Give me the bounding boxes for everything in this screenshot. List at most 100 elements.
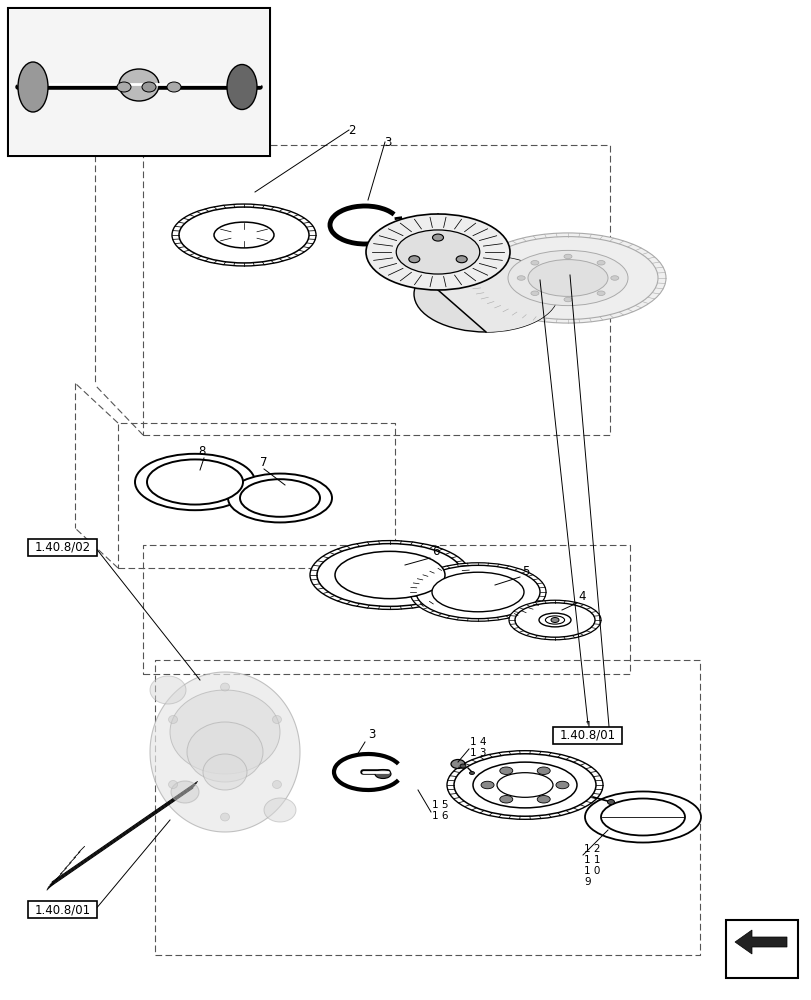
Text: 1 2: 1 2 [583,844,600,854]
Ellipse shape [610,276,618,280]
Ellipse shape [431,572,523,612]
Ellipse shape [171,781,199,803]
Ellipse shape [335,551,444,599]
Text: 3: 3 [367,728,375,741]
Bar [8,8,270,156]
Ellipse shape [446,751,603,819]
FancyBboxPatch shape [28,902,97,918]
Ellipse shape [551,617,558,622]
Ellipse shape [117,82,131,92]
Text: 1: 1 [584,720,591,733]
Ellipse shape [272,780,281,788]
Text: 1 6: 1 6 [431,811,448,821]
Ellipse shape [316,544,462,606]
Ellipse shape [480,781,493,789]
FancyBboxPatch shape [552,726,621,743]
Text: 4: 4 [577,590,585,603]
Ellipse shape [142,82,156,92]
Ellipse shape [453,754,595,816]
Ellipse shape [514,603,594,637]
Ellipse shape [408,256,419,263]
Bar [725,920,797,978]
Ellipse shape [596,291,604,295]
Bar [9,9,268,155]
Ellipse shape [517,276,525,280]
Ellipse shape [310,541,470,609]
Ellipse shape [460,764,466,768]
Ellipse shape [607,799,614,804]
Ellipse shape [227,65,257,110]
Ellipse shape [169,715,178,723]
Ellipse shape [564,297,571,302]
Ellipse shape [147,459,242,505]
Ellipse shape [469,772,474,774]
Text: 1 0: 1 0 [583,866,599,876]
Ellipse shape [508,250,627,306]
Text: 1.40.8/02: 1.40.8/02 [35,540,91,554]
Ellipse shape [167,82,181,92]
Ellipse shape [450,760,465,768]
Ellipse shape [539,613,570,627]
Ellipse shape [499,767,513,774]
Ellipse shape [496,773,552,797]
Ellipse shape [537,796,550,803]
Ellipse shape [187,722,263,782]
Ellipse shape [470,233,665,323]
Ellipse shape [556,781,569,789]
Ellipse shape [456,256,466,263]
Ellipse shape [537,767,550,774]
Ellipse shape [478,237,657,319]
Text: 1 5: 1 5 [431,800,448,810]
Text: 1 3: 1 3 [470,748,486,758]
Text: 8: 8 [198,445,205,458]
Ellipse shape [545,616,564,624]
FancyBboxPatch shape [28,538,97,556]
Ellipse shape [473,762,577,808]
Text: 9: 9 [583,877,590,887]
Text: 5: 5 [521,565,529,578]
Ellipse shape [584,791,700,843]
Text: 1 4: 1 4 [470,737,486,747]
Ellipse shape [600,799,684,835]
Ellipse shape [415,565,539,619]
Ellipse shape [530,291,539,295]
Ellipse shape [596,261,604,265]
Ellipse shape [18,62,48,112]
Text: 7: 7 [260,456,267,469]
Ellipse shape [414,256,557,332]
Text: 1 1: 1 1 [583,855,600,865]
Polygon shape [150,672,299,832]
Ellipse shape [172,204,315,266]
Ellipse shape [410,563,545,621]
Ellipse shape [169,780,178,788]
Ellipse shape [135,454,255,510]
Ellipse shape [150,676,186,704]
Ellipse shape [264,798,296,822]
Ellipse shape [530,261,539,265]
Ellipse shape [366,214,509,290]
Ellipse shape [203,754,247,790]
Ellipse shape [221,683,230,691]
Ellipse shape [375,770,391,778]
Polygon shape [734,930,786,954]
Ellipse shape [221,813,230,821]
Ellipse shape [499,796,513,803]
Ellipse shape [119,69,159,101]
Text: 2: 2 [348,124,355,137]
Ellipse shape [527,260,607,296]
Ellipse shape [432,234,443,241]
Ellipse shape [272,715,281,723]
Ellipse shape [508,600,600,640]
Ellipse shape [214,222,273,248]
Ellipse shape [169,690,280,774]
Ellipse shape [240,479,320,517]
Text: 1.40.8/01: 1.40.8/01 [559,728,615,741]
Polygon shape [437,214,557,332]
Text: 3: 3 [384,136,391,149]
Ellipse shape [396,230,479,274]
Text: 1.40.8/01: 1.40.8/01 [35,903,91,916]
Ellipse shape [564,254,571,259]
Text: 6: 6 [431,545,439,558]
Ellipse shape [178,207,309,263]
Ellipse shape [228,474,332,522]
